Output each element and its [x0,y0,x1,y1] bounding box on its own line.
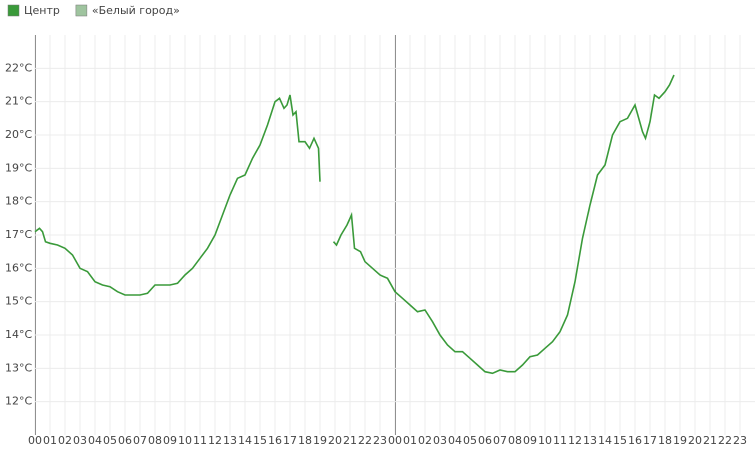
x-tick-label: 14 [238,434,252,447]
x-tick-label: 21 [343,434,357,447]
x-tick-label: 00 [28,434,42,447]
x-tick-label: 16 [268,434,282,447]
x-tick-label: 14 [598,434,612,447]
y-tick-label: 22°C [5,61,32,74]
x-tick-label: 05 [103,434,117,447]
x-tick-label: 15 [253,434,267,447]
x-tick-label: 18 [298,434,312,447]
y-tick-label: 13°C [5,361,32,374]
legend-swatch [7,4,20,17]
x-tick-label: 09 [163,434,177,447]
x-tick-label: 22 [718,434,732,447]
x-tick-label: 19 [673,434,687,447]
y-tick-label: 12°C [5,395,32,408]
x-tick-label: 21 [703,434,717,447]
x-tick-label: 03 [433,434,447,447]
x-tick-label: 01 [43,434,57,447]
x-tick-label: 07 [133,434,147,447]
y-tick-label: 15°C [5,295,32,308]
x-tick-label: 06 [478,434,492,447]
y-tick-label: 14°C [5,328,32,341]
x-tick-label: 04 [448,434,462,447]
x-tick-label: 23 [373,434,387,447]
series-line [34,74,675,375]
x-tick-label: 09 [523,434,537,447]
x-tick-label: 12 [208,434,222,447]
x-tick-label: 02 [418,434,432,447]
x-tick-label: 17 [283,434,297,447]
x-tick-label: 13 [223,434,237,447]
x-tick-label: 15 [613,434,627,447]
x-tick-label: 04 [88,434,102,447]
legend-label: Центр [24,4,60,17]
y-tick-label: 17°C [5,228,32,241]
x-tick-label: 07 [493,434,507,447]
y-tick-label: 18°C [5,195,32,208]
x-tick-label: 20 [328,434,342,447]
x-tick-label: 05 [463,434,477,447]
y-tick-label: 16°C [5,261,32,274]
x-tick-label: 23 [733,434,747,447]
x-tick-label: 06 [118,434,132,447]
x-tick-label: 08 [508,434,522,447]
x-tick-label: 16 [628,434,642,447]
x-tick-label: 13 [583,434,597,447]
x-tick-label: 11 [193,434,207,447]
y-tick-label: 19°C [5,161,32,174]
legend-swatch [75,4,88,17]
x-tick-label: 18 [658,434,672,447]
x-tick-label: 02 [58,434,72,447]
legend-label: «Белый город» [92,4,180,17]
legend: Центр «Белый город» [7,4,180,17]
x-tick-label: 20 [688,434,702,447]
x-tick-label: 17 [643,434,657,447]
x-tick-label: 10 [178,434,192,447]
x-tick-label: 12 [568,434,582,447]
x-tick-label: 22 [358,434,372,447]
y-tick-label: 21°C [5,95,32,108]
x-tick-label: 11 [553,434,567,447]
x-tick-label: 01 [403,434,417,447]
x-tick-label: 19 [313,434,327,447]
y-tick-label: 20°C [5,128,32,141]
x-tick-label: 03 [73,434,87,447]
x-tick-label: 00 [388,434,402,447]
x-tick-label: 08 [148,434,162,447]
x-tick-label: 10 [538,434,552,447]
